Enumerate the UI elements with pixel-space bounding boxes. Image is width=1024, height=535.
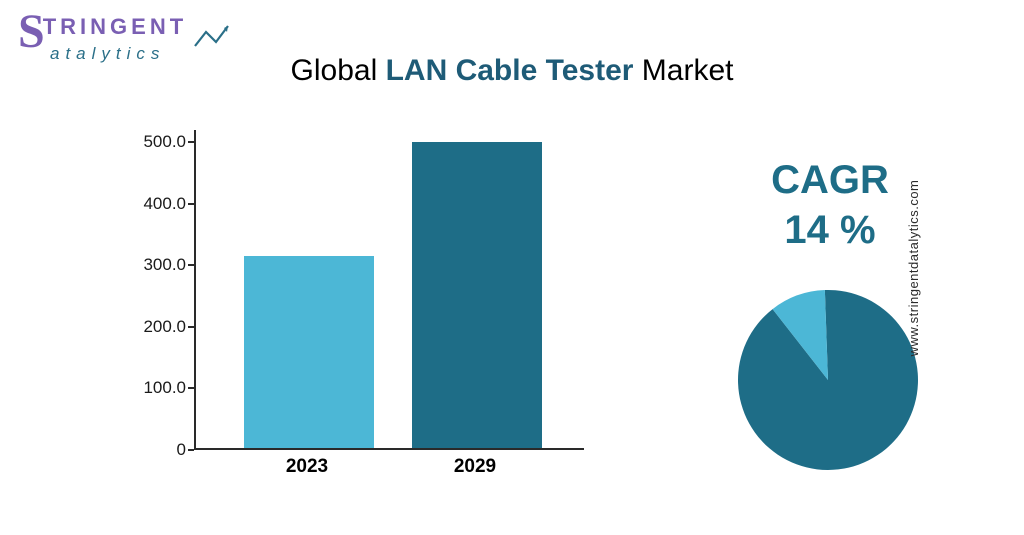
y-tick-label: 100.0 [122,378,186,398]
title-prefix: Global [291,54,386,87]
y-tick-label: 300.0 [122,255,186,275]
y-tick-label: 200.0 [122,317,186,337]
title-accent: LAN Cable Tester [386,54,634,87]
x-axis-label: 2023 [242,456,372,478]
bar [244,256,374,448]
y-tick-mark [188,203,194,205]
x-axis-label: 2029 [410,456,540,478]
y-tick-label: 400.0 [122,194,186,214]
page-title: Global LAN Cable Tester Market [0,54,1024,88]
y-tick-label: 500.0 [122,132,186,152]
title-suffix: Market [633,54,733,87]
y-tick-mark [188,387,194,389]
logo-spark-icon [194,22,238,52]
y-tick-label: 0 [122,440,186,460]
y-tick-mark [188,264,194,266]
logo-big-letter: S [18,8,45,56]
logo-top-word: TRINGENT [43,16,187,38]
bar [412,142,542,448]
y-tick-mark [188,449,194,451]
y-tick-mark [188,326,194,328]
pie-chart [738,290,918,470]
bar-chart: 0 100.0 200.0 300.0 400.0 500.0 2023 2029 [122,120,592,500]
site-url: www.stringentdatalytics.com [906,179,921,356]
plot-area [194,130,584,450]
y-tick-mark [188,141,194,143]
